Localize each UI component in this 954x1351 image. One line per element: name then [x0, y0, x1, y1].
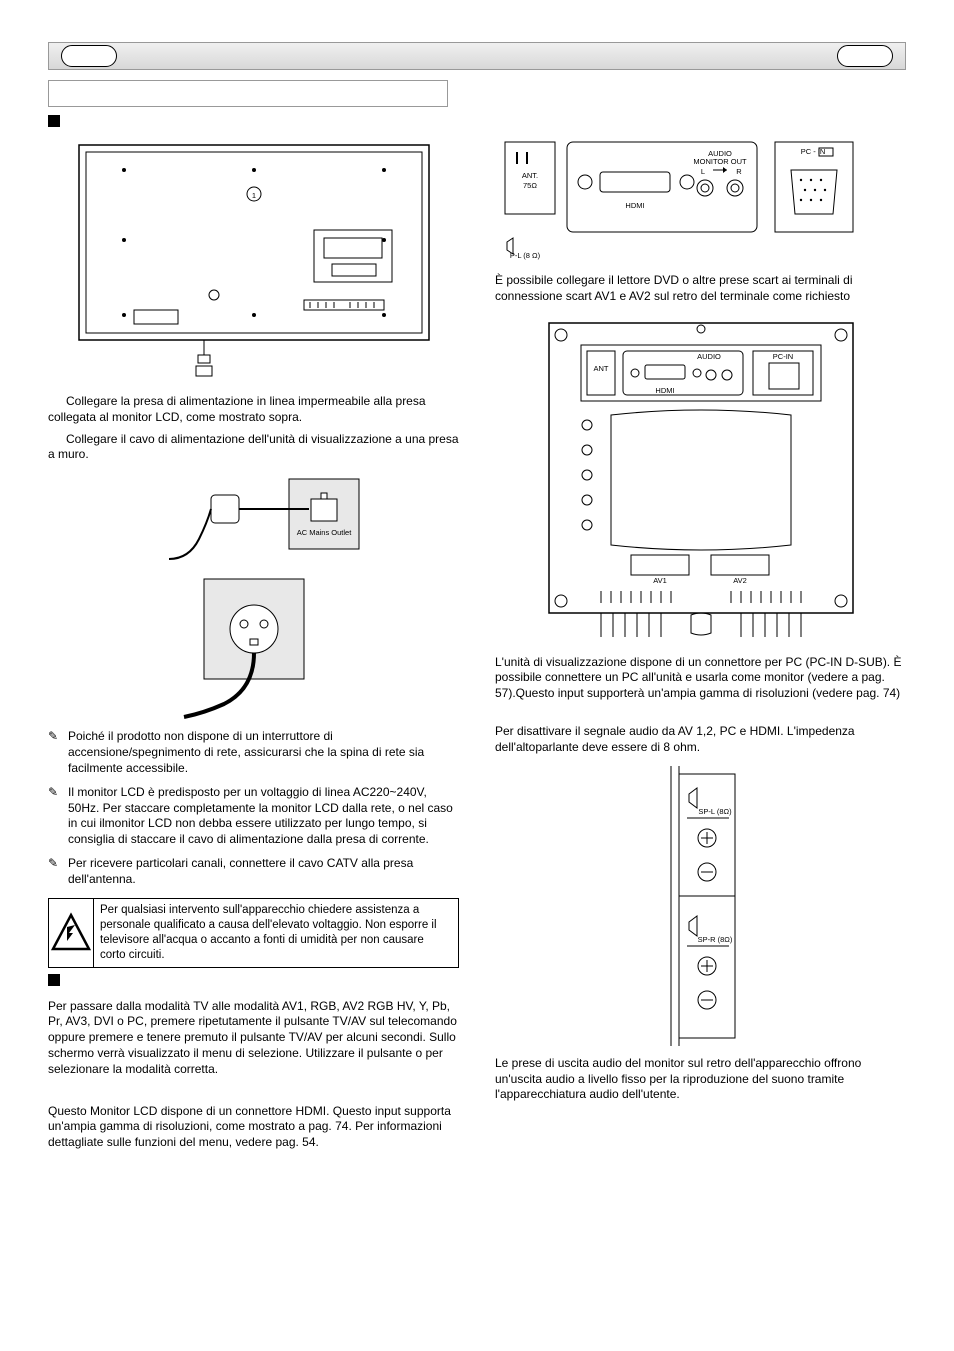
svg-text:MONITOR OUT: MONITOR OUT: [693, 157, 747, 166]
pc-paragraph: L'unità di visualizzazione dispone di un…: [495, 655, 906, 702]
section-marker: [48, 115, 60, 127]
note-item: ✎ Poiché il prodotto non dispone di un i…: [48, 729, 459, 776]
power-step-2: Collegare il cavo di alimentazione dell'…: [48, 432, 459, 464]
wall-outlet-diagram: [48, 569, 459, 719]
note-icon: ✎: [48, 856, 68, 888]
header-oval-right: [837, 45, 893, 67]
page-header-band: [48, 42, 906, 70]
svg-text:AV1: AV1: [653, 576, 667, 585]
svg-text:AV2: AV2: [733, 576, 747, 585]
header-inset-box: [48, 80, 448, 107]
svg-text:P-L (8 Ω): P-L (8 Ω): [510, 251, 541, 260]
hdmi-paragraph: Questo Monitor LCD dispone di un connett…: [48, 1104, 459, 1151]
power-step-1: Collegare la presa di alimentazione in l…: [48, 394, 459, 426]
svg-text:ANT.: ANT.: [522, 171, 538, 180]
svg-text:ANT: ANT: [593, 364, 608, 373]
warning-text: Per qualsiasi intervento sull'apparecchi…: [94, 899, 458, 967]
svg-text:SP-R (8Ω): SP-R (8Ω): [697, 935, 732, 944]
svg-text:R: R: [736, 167, 742, 176]
header-oval-left: [61, 45, 117, 67]
section-marker: [48, 974, 60, 986]
content-columns: 1 Collegare la presa di alimentazione i: [48, 134, 906, 1157]
left-column: 1 Collegare la presa di alimentazione i: [48, 134, 459, 1157]
svg-text:AUDIO: AUDIO: [697, 352, 721, 361]
right-column: ANT. 75Ω HDMI AUDIO MONITOR OUT LR PC - …: [495, 134, 906, 1157]
note-text: Per ricevere particolari canali, connett…: [68, 856, 459, 888]
warning-box: Per qualsiasi intervento sull'apparecchi…: [48, 898, 459, 968]
note-icon: ✎: [48, 729, 68, 776]
mode-switch-paragraph: Per passare dalla modalità TV alle modal…: [48, 999, 459, 1078]
tv-rear-diagram: 1: [48, 140, 459, 380]
svg-text:HDMI: HDMI: [625, 201, 644, 210]
note-text: Il monitor LCD è predisposto per un volt…: [68, 785, 459, 848]
svg-text:HDMI: HDMI: [655, 386, 674, 395]
side-speaker-diagram: SP-L (8Ω) SP-R (8Ω): [495, 766, 906, 1046]
note-icon: ✎: [48, 785, 68, 848]
svg-text:SP-L (8Ω): SP-L (8Ω): [698, 807, 732, 816]
audio-deactivate-paragraph: Per disattivare il segnale audio da AV 1…: [495, 724, 906, 756]
notes-list: ✎ Poiché il prodotto non dispone di un i…: [48, 729, 459, 887]
note-item: ✎ Per ricevere particolari canali, conne…: [48, 856, 459, 888]
scart-paragraph: È possibile collegare il lettore DVD o a…: [495, 273, 906, 305]
note-text: Poiché il prodotto non dispone di un int…: [68, 729, 459, 776]
note-item: ✎ Il monitor LCD è predisposto per un vo…: [48, 785, 459, 848]
ac-adapter-diagram: AC Mains Outlet: [48, 469, 459, 569]
connector-strip-diagram: ANT. 75Ω HDMI AUDIO MONITOR OUT LR PC - …: [495, 134, 906, 267]
ac-outlet-label: AC Mains Outlet: [296, 528, 352, 537]
warning-icon: [49, 899, 94, 967]
svg-text:PC-IN: PC-IN: [772, 352, 792, 361]
svg-text:L: L: [701, 167, 705, 176]
rear-panel-diagram: ANT AUDIO HDMI PC-IN: [495, 315, 906, 645]
svg-text:75Ω: 75Ω: [523, 181, 537, 190]
svg-text:1: 1: [251, 191, 255, 200]
audio-out-paragraph: Le prese di uscita audio del monitor sul…: [495, 1056, 906, 1103]
